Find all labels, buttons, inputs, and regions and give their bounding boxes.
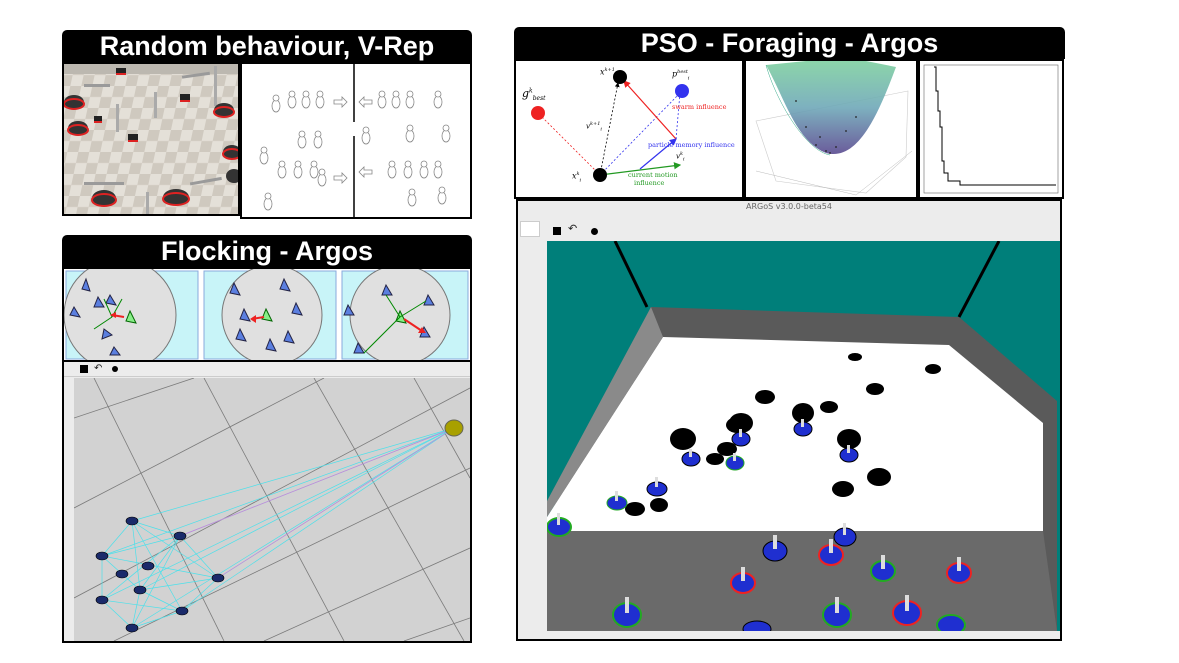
x-current-point xyxy=(593,168,607,182)
p-best-point xyxy=(675,84,689,98)
g-best-label: gkbest xyxy=(522,87,546,103)
foraging-toolbar: ↶ xyxy=(518,215,1060,239)
pso-surface-figure xyxy=(755,61,913,196)
argos-window-title: ARGoS v3.0.0-beta54 xyxy=(746,202,832,211)
reset-icon[interactable]: ↶ xyxy=(568,223,578,235)
foraging-robots xyxy=(547,419,972,631)
alignment-rule xyxy=(203,264,337,366)
foraging-simulation-view xyxy=(547,241,1060,631)
pso-convergence-plot xyxy=(918,59,1064,199)
vrep-scene-view xyxy=(62,62,240,216)
v-current-label: vki xyxy=(676,151,685,163)
agent-figures-left xyxy=(259,90,327,211)
cohesion-rule xyxy=(341,264,469,366)
flocking-rules-strip xyxy=(62,258,472,372)
flocking-simulation-view xyxy=(74,378,470,641)
flocking-toolbar: ↶ xyxy=(64,362,470,377)
x-current-label: xki xyxy=(572,171,582,184)
flocking-robots xyxy=(95,516,225,633)
vrep-robot xyxy=(64,95,85,110)
separation-rule xyxy=(63,258,199,372)
x-next-point xyxy=(613,70,627,84)
pso-surface-plot xyxy=(744,59,918,199)
pso-vector-diagram: gkbest xk+1i pbesti vk+1i vki xki swarm … xyxy=(514,59,744,199)
record-icon[interactable] xyxy=(591,228,598,235)
pso-foraging-header: PSO - Foraging - Argos xyxy=(514,27,1065,59)
food-items xyxy=(625,353,941,516)
arrow-right-icon xyxy=(333,96,348,108)
flocking-header: Flocking - Argos xyxy=(62,235,472,267)
v-next-label: vk+1i xyxy=(586,121,602,133)
stop-icon[interactable] xyxy=(553,227,561,235)
reset-icon[interactable]: ↶ xyxy=(94,363,103,374)
influence-label: influence xyxy=(634,179,665,187)
swarm-influence-label: swarm influence xyxy=(672,103,727,111)
arena-floor xyxy=(547,337,1043,531)
random-behaviour-header: Random behaviour, V-Rep xyxy=(62,30,472,62)
vrep-scene-image xyxy=(64,64,238,214)
flocking-rules-figure xyxy=(63,258,469,372)
g-best-point xyxy=(531,106,545,120)
stop-icon[interactable] xyxy=(80,365,88,373)
current-motion-label: current motion xyxy=(628,171,678,179)
agent-figures-right xyxy=(361,90,451,207)
wall xyxy=(84,84,110,87)
x-next-label: xk+1i xyxy=(600,67,617,80)
p-best-label: pbesti xyxy=(672,69,690,82)
arrow-left-icon xyxy=(358,96,373,108)
record-icon[interactable] xyxy=(112,366,118,372)
pso-convergence-figure xyxy=(923,64,1059,194)
random-walk-diagram xyxy=(240,62,472,219)
random-walk-figure xyxy=(259,64,451,217)
pso-vector-figure xyxy=(531,70,689,182)
memory-influence-label: particle memory influence xyxy=(648,141,735,149)
light-source xyxy=(444,419,464,437)
argos-flocking-window: ↶ xyxy=(62,360,472,643)
argos-foraging-window: ARGoS v3.0.0-beta54 ↶ xyxy=(516,199,1062,641)
floor-grid xyxy=(74,378,470,641)
toolbar-field[interactable] xyxy=(520,221,540,237)
